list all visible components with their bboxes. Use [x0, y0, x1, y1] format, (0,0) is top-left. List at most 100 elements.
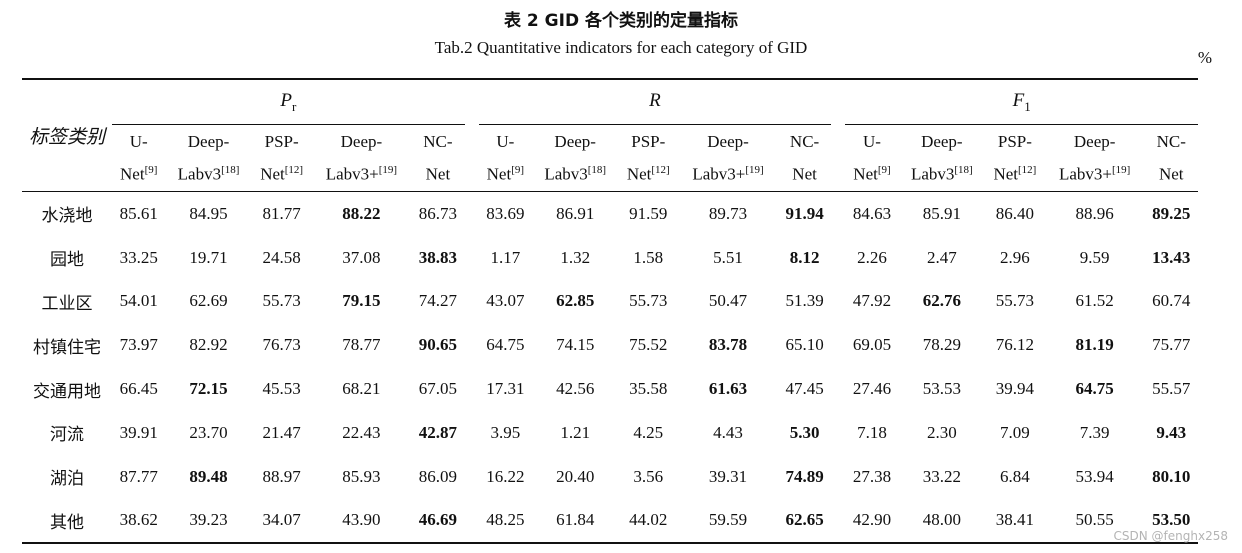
group-header-precision: Pr [112, 79, 465, 125]
value-cell: 76.12 [995, 335, 1035, 355]
value-cell: 73.97 [119, 335, 158, 355]
table-row: 交通用地 66.45 72.15 45.53 68.21 67.05 17.31 42.56 3… [22, 367, 1198, 411]
row-label: 水浇地 [41, 206, 93, 227]
value-cell: 53.94 [1075, 466, 1114, 486]
value-cell: 6.84 [1000, 466, 1030, 486]
value-cell: 7.09 [1000, 422, 1030, 442]
value-cell: 42.56 [556, 379, 595, 399]
row-label: 河流 [50, 425, 84, 446]
value-cell: 9.43 [1156, 422, 1187, 442]
value-cell: 80.10 [1152, 466, 1191, 486]
value-cell: 90.65 [418, 335, 458, 355]
value-cell: 13.43 [1152, 247, 1191, 267]
table-row: 园地 33.25 19.71 24.58 37.08 38.83 1.17 1.32 1.58 5… [22, 236, 1198, 280]
value-cell: 44.02 [629, 510, 668, 530]
row-label: 村镇住宅 [33, 337, 101, 358]
table-row: 工业区 54.01 62.69 55.73 79.15 74.27 43.07 62.85 55… [22, 280, 1198, 324]
value-cell: 61.63 [708, 379, 748, 399]
value-cell: 62.76 [922, 291, 961, 311]
value-cell: 89.25 [1152, 203, 1191, 223]
value-cell: 50.47 [708, 291, 748, 311]
value-cell: 91.59 [629, 203, 668, 223]
model-header-cell: Deep- Labv3+[19] [692, 131, 764, 184]
value-cell: 51.39 [785, 291, 824, 311]
value-cell: 67.05 [418, 379, 458, 399]
row-label: 交通用地 [33, 381, 101, 402]
value-cell: 68.21 [342, 379, 381, 399]
value-cell: 55.73 [262, 291, 301, 311]
metrics-table: 标签类别 Pr R F1 U- Net[9] Deep- Labv3[18] PSP- N… [22, 78, 1198, 544]
value-cell: 17.31 [486, 379, 525, 399]
value-cell: 43.90 [342, 510, 381, 530]
value-cell: 1.17 [490, 247, 521, 267]
value-cell: 85.91 [922, 203, 961, 223]
value-cell: 75.52 [629, 335, 668, 355]
value-cell: 53.53 [922, 379, 961, 399]
value-cell: 24.58 [262, 247, 301, 267]
value-cell: 47.92 [852, 291, 892, 311]
value-cell: 88.97 [262, 466, 301, 486]
value-cell: 50.55 [1075, 510, 1114, 530]
value-cell: 78.29 [922, 335, 961, 355]
watermark: CSDN @fenghx258 [1113, 529, 1228, 543]
value-cell: 76.73 [262, 335, 301, 355]
value-cell: 46.69 [418, 510, 458, 530]
value-cell: 7.39 [1079, 422, 1110, 442]
value-cell: 39.91 [119, 422, 158, 442]
value-cell: 74.27 [418, 291, 458, 311]
model-header-cell: U- Net[9] [486, 131, 525, 184]
model-header-cell: Deep- Labv3[18] [177, 131, 240, 184]
row-label: 湖泊 [50, 469, 84, 490]
model-header-cell: Deep- Labv3+[19] [325, 131, 398, 184]
model-header-cell: Deep- Labv3[18] [544, 131, 607, 184]
value-cell: 60.74 [1152, 291, 1191, 311]
value-cell: 45.53 [262, 379, 301, 399]
value-cell: 88.22 [342, 203, 381, 223]
value-cell: 38.62 [119, 510, 158, 530]
value-cell: 55.73 [995, 291, 1035, 311]
value-cell: 89.48 [189, 466, 228, 486]
model-header-cell: U- Net[9] [120, 131, 158, 184]
value-cell: 39.94 [995, 379, 1035, 399]
value-cell: 34.07 [262, 510, 301, 530]
model-header-cell: U- Net[9] [853, 131, 891, 184]
group-header-row: 标签类别 Pr R F1 [22, 79, 1198, 148]
model-header-cell: PSP- Net[12] [626, 131, 670, 184]
value-cell: 55.73 [629, 291, 668, 311]
table-caption-english: Tab.2 Quantitative indicators for each c… [434, 38, 808, 57]
value-cell: 23.70 [189, 422, 228, 442]
value-cell: 86.09 [418, 466, 458, 486]
value-cell: 7.18 [857, 422, 887, 442]
value-cell: 2.30 [926, 422, 957, 442]
value-cell: 85.93 [342, 466, 381, 486]
value-cell: 61.52 [1075, 291, 1114, 311]
value-cell: 5.51 [713, 247, 743, 267]
value-cell: 47.45 [785, 379, 824, 399]
model-header-cell: Deep- Labv3[18] [910, 131, 973, 184]
value-cell: 79.15 [342, 291, 381, 311]
value-cell: 54.01 [119, 291, 158, 311]
value-cell: 2.47 [926, 247, 957, 267]
value-cell: 48.00 [922, 510, 961, 530]
value-cell: 3.95 [490, 422, 521, 442]
value-cell: 19.71 [189, 247, 228, 267]
value-cell: 53.50 [1152, 510, 1191, 530]
value-cell: 42.87 [418, 422, 458, 442]
value-cell: 88.96 [1075, 203, 1114, 223]
value-cell: 81.19 [1075, 335, 1114, 355]
value-cell: 85.61 [119, 203, 158, 223]
table-row: 水浇地 85.61 84.95 81.77 88.22 86.73 83.69 86.91 91… [22, 192, 1198, 236]
value-cell: 9.59 [1079, 247, 1110, 267]
table-row: 河流 39.91 23.70 21.47 22.43 42.87 3.95 1.21 4.25 4… [22, 411, 1198, 455]
value-cell: 61.84 [556, 510, 595, 530]
value-cell: 33.25 [119, 247, 158, 267]
value-cell: 37.08 [342, 247, 381, 267]
value-cell: 74.15 [556, 335, 595, 355]
value-cell: 38.83 [418, 247, 458, 267]
value-cell: 69.05 [852, 335, 892, 355]
model-header-cell: Deep- Labv3+[19] [1058, 131, 1131, 184]
table-body: 水浇地 85.61 84.95 81.77 88.22 86.73 83.69 86.91 91… [22, 192, 1198, 544]
value-cell: 65.10 [785, 335, 824, 355]
value-cell: 62.65 [785, 510, 824, 530]
model-header-cell: PSP- Net[12] [260, 131, 304, 184]
